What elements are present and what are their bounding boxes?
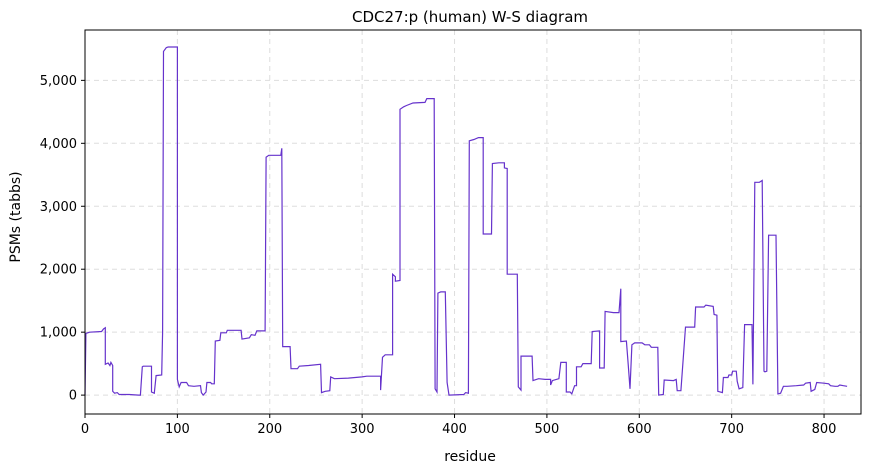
x-tick-label: 800	[812, 422, 837, 437]
x-tick-label: 500	[534, 422, 559, 437]
x-tick-label: 700	[719, 422, 744, 437]
y-tick-label: 2,000	[40, 263, 77, 278]
y-tick-label: 5,000	[40, 74, 77, 89]
x-tick-label: 400	[442, 422, 467, 437]
y-tick-label: 3,000	[40, 200, 77, 215]
plot-frame	[84, 29, 862, 415]
x-tick-label: 200	[257, 422, 282, 437]
axes	[84, 29, 862, 415]
x-tick-label: 600	[627, 422, 652, 437]
y-tick-label: 0	[69, 389, 77, 404]
x-tick-label: 300	[350, 422, 375, 437]
y-tick-label: 4,000	[40, 137, 77, 152]
grid	[84, 30, 861, 414]
x-axis-label: residue	[444, 449, 496, 465]
chart-title: CDC27:p (human) W-S diagram	[352, 8, 588, 26]
x-tick-label: 100	[165, 422, 190, 437]
y-tick-label: 1,000	[40, 326, 77, 341]
y-axis-label: PSMs (tabbs)	[8, 171, 24, 262]
ticks: 0 100 200 300 400 500 600 700 800 0 1,000 2,000 3,00…	[40, 74, 837, 437]
series-line	[84, 46, 848, 397]
x-tick-label: 0	[81, 422, 89, 437]
